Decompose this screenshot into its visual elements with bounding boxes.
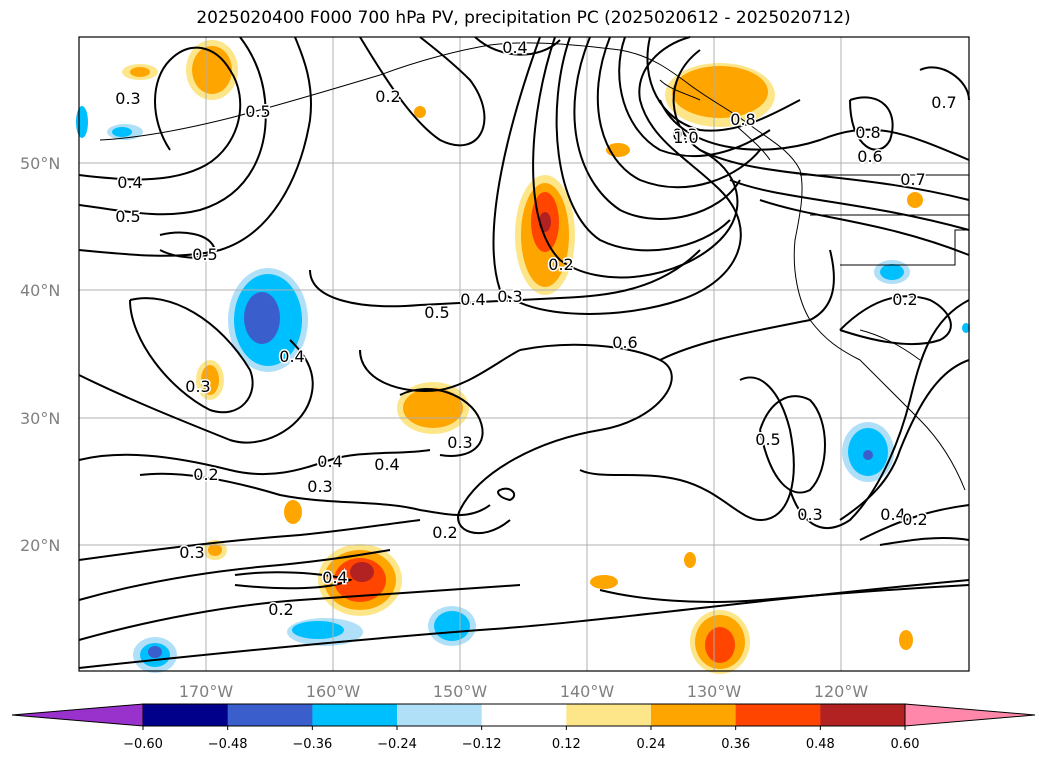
longitude-labels: 170°W 160°W 150°W 140°W 130°W 120°W <box>179 682 869 701</box>
contour-label: 0.3 <box>185 377 210 396</box>
map-title: 2025020400 F000 700 hPa PV, precipitatio… <box>196 8 851 28</box>
lon-label: 120°W <box>814 682 869 701</box>
colorbar-segment <box>566 704 652 726</box>
colorbar-outline <box>142 703 906 727</box>
contour-label: 0.2 <box>375 87 400 106</box>
contour-label: 0.4 <box>502 38 527 57</box>
colorbar-tick-label: 0.24 <box>637 737 666 752</box>
contour-label: 0.8 <box>855 123 880 142</box>
contour-label: 0.2 <box>902 510 927 529</box>
colorbar-segment <box>651 704 737 726</box>
colorbar-segment <box>481 704 567 726</box>
lat-label: 30°N <box>20 409 60 428</box>
lon-label: 170°W <box>179 682 234 701</box>
colorbar-segment <box>735 704 821 726</box>
contour-label: 0.4 <box>117 173 142 192</box>
contour-label: 0.5 <box>424 303 449 322</box>
map-plot-area <box>79 37 969 671</box>
pv-contours <box>78 29 970 669</box>
contour-label: 0.4 <box>317 452 342 471</box>
contour-label: 0.6 <box>612 333 637 352</box>
contour-label-group: 0.40.30.50.20.40.50.50.31.00.80.80.60.70… <box>114 37 958 621</box>
contour-label: 0.4 <box>460 290 485 309</box>
lon-label: 150°W <box>433 682 488 701</box>
colorbar-labels: −0.60 −0.48 −0.36 −0.24 −0.12 0.12 0.24 0.36 0.4… <box>123 726 919 752</box>
contour-label: 0.2 <box>892 290 917 309</box>
colorbar-segment <box>143 704 229 726</box>
colorbar-tick-label: 0.48 <box>806 737 835 752</box>
colorbar-extend-max <box>904 703 1036 727</box>
colorbar-tick-label: 0.12 <box>552 737 581 752</box>
contour-label: 0.5 <box>755 430 780 449</box>
colorbar-tick-label: −0.60 <box>123 737 163 752</box>
colorbar-segment <box>227 704 313 726</box>
contour-label: 0.3 <box>797 505 822 524</box>
contour-label: 0.8 <box>730 110 755 129</box>
colorbar-segment <box>312 704 398 726</box>
contour-label: 0.3 <box>672 125 697 144</box>
lat-label: 40°N <box>20 281 60 300</box>
contour-label: 0.3 <box>179 543 204 562</box>
map-frame <box>78 36 970 672</box>
contour-label: 0.3 <box>307 477 332 496</box>
contour-label: 0.5 <box>192 245 217 264</box>
contour-label: 0.5 <box>245 102 270 121</box>
contour-label: 0.3 <box>447 433 472 452</box>
contour-label: 0.2 <box>268 600 293 619</box>
colorbar-segment <box>397 704 483 726</box>
lon-label: 130°W <box>687 682 742 701</box>
lon-label: 140°W <box>560 682 615 701</box>
gridlines <box>79 37 969 671</box>
contour-label: 0.7 <box>931 93 956 112</box>
contour-label: 1.0 <box>673 128 698 147</box>
contour-label: 0.6 <box>857 147 882 166</box>
colorbar <box>11 703 1036 727</box>
colorbar-tick-label: −0.48 <box>208 737 248 752</box>
contour-label: 0.2 <box>432 523 457 542</box>
lon-label: 160°W <box>306 682 361 701</box>
contour-label: 0.5 <box>115 207 140 226</box>
colorbar-tick-label: −0.24 <box>377 737 417 752</box>
latitude-labels: 50°N 40°N 30°N 20°N <box>20 154 60 555</box>
contour-label: 0.4 <box>374 455 399 474</box>
coastlines <box>99 42 969 491</box>
contour-label: 0.3 <box>115 89 140 108</box>
lat-label: 20°N <box>20 536 60 555</box>
colorbar-tick-label: −0.36 <box>292 737 332 752</box>
contour-label: 0.4 <box>880 505 905 524</box>
contour-label: 0.2 <box>193 465 218 484</box>
lat-label: 50°N <box>20 154 60 173</box>
contour-label: 0.4 <box>279 347 304 366</box>
colorbar-segment <box>820 704 906 726</box>
contour-label: 0.2 <box>548 255 573 274</box>
contour-label: 0.7 <box>900 170 925 189</box>
colorbar-tick-label: 0.60 <box>891 737 920 752</box>
contour-label: 0.4 <box>322 568 347 587</box>
colorbar-extend-min <box>11 703 144 727</box>
colorbar-tick-label: −0.12 <box>462 737 502 752</box>
contour-label: 0.3 <box>497 287 522 306</box>
colorbar-tick-label: 0.36 <box>721 737 750 752</box>
